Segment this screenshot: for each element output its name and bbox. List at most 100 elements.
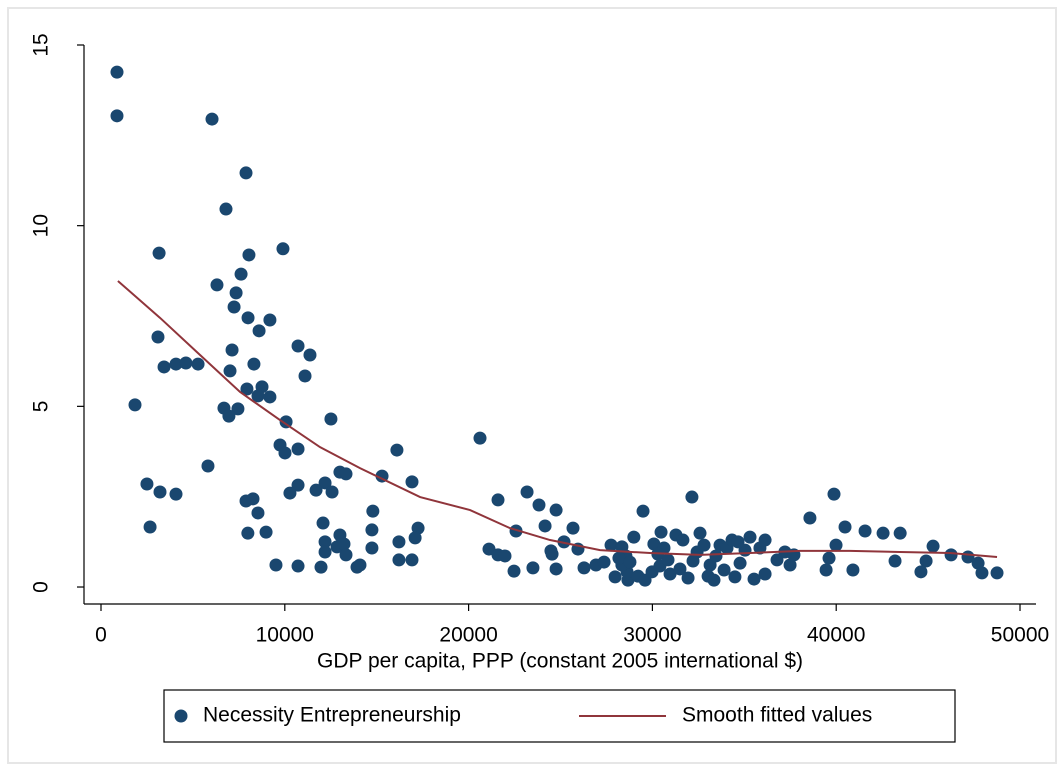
legend bbox=[163, 689, 956, 743]
scatter-point bbox=[944, 548, 958, 562]
scatter-point bbox=[411, 521, 425, 535]
scatter-point bbox=[829, 538, 843, 552]
scatter-point bbox=[858, 524, 872, 538]
scatter-point bbox=[507, 564, 521, 578]
scatter-point bbox=[283, 486, 297, 500]
scatter-point bbox=[169, 357, 183, 371]
scatter-point bbox=[604, 538, 618, 552]
scatter-point bbox=[110, 109, 124, 123]
scatter-point bbox=[278, 446, 292, 460]
scatter-point bbox=[827, 487, 841, 501]
scatter-point bbox=[316, 516, 330, 530]
scatter-point bbox=[241, 311, 255, 325]
x-axis-title: GDP per capita, PPP (constant 2005 inter… bbox=[317, 650, 803, 673]
scatter-point bbox=[140, 477, 154, 491]
scatter-point bbox=[392, 553, 406, 567]
scatter-point bbox=[405, 475, 419, 489]
scatter-point bbox=[731, 535, 745, 549]
scatter-point bbox=[201, 459, 215, 473]
scatter-point bbox=[661, 553, 675, 567]
scatter-point bbox=[819, 563, 833, 577]
scatter-point bbox=[498, 549, 512, 563]
scatter-point bbox=[747, 572, 761, 586]
scatter-point bbox=[247, 357, 261, 371]
scatter-point bbox=[509, 524, 523, 538]
scatter-point bbox=[339, 548, 353, 562]
scatter-point bbox=[318, 476, 332, 490]
scatter-point bbox=[263, 313, 277, 327]
scatter-point bbox=[663, 567, 677, 581]
scatter-point bbox=[647, 537, 661, 551]
scatter-point bbox=[526, 561, 540, 575]
legend-marker bbox=[174, 709, 188, 723]
scatter-point bbox=[324, 412, 338, 426]
scatter-point bbox=[169, 487, 183, 501]
scatter-point bbox=[846, 563, 860, 577]
scatter-point bbox=[223, 364, 237, 378]
y-tick-label: 5 bbox=[30, 401, 53, 413]
y-tick-label: 10 bbox=[30, 214, 53, 237]
scatter-point bbox=[205, 112, 219, 126]
scatter-point bbox=[365, 523, 379, 537]
scatter-point bbox=[276, 242, 290, 256]
x-tick-label: 30000 bbox=[623, 624, 681, 647]
scatter-point bbox=[337, 537, 351, 551]
scatter-point bbox=[743, 530, 757, 544]
scatter-point bbox=[728, 570, 742, 584]
scatter-point bbox=[365, 541, 379, 555]
scatter-point bbox=[153, 485, 167, 499]
scatter-point bbox=[717, 563, 731, 577]
scatter-point bbox=[627, 530, 641, 544]
y-tick-label: 0 bbox=[30, 581, 53, 593]
scatter-point bbox=[549, 503, 563, 517]
scatter-point bbox=[279, 415, 293, 429]
scatter-point bbox=[191, 357, 205, 371]
scatter-point bbox=[803, 511, 817, 525]
x-tick-label: 10000 bbox=[256, 624, 314, 647]
scatter-point bbox=[251, 389, 265, 403]
scatter-point bbox=[318, 545, 332, 559]
scatter-point bbox=[151, 330, 165, 344]
scatter-point bbox=[473, 431, 487, 445]
scatter-point bbox=[549, 562, 563, 576]
scatter-point bbox=[709, 549, 723, 563]
scatter-point bbox=[291, 339, 305, 353]
scatter-point bbox=[975, 566, 989, 580]
scatter-point bbox=[128, 398, 142, 412]
scatter-point bbox=[390, 443, 404, 457]
scatter-point bbox=[339, 467, 353, 481]
scatter-point bbox=[242, 248, 256, 262]
scatter-point bbox=[314, 560, 328, 574]
legend-label: Smooth fitted values bbox=[682, 704, 872, 727]
scatter-point bbox=[538, 519, 552, 533]
scatter-point bbox=[309, 483, 323, 497]
scatter-point bbox=[241, 526, 255, 540]
scatter-point bbox=[350, 560, 364, 574]
scatter-point bbox=[693, 526, 707, 540]
scatter-point bbox=[222, 409, 236, 423]
scatter-point bbox=[252, 324, 266, 338]
scatter-point bbox=[597, 555, 611, 569]
scatter-point bbox=[990, 566, 1004, 580]
scatter-point bbox=[623, 555, 637, 569]
scatter-point bbox=[971, 556, 985, 570]
scatter-point bbox=[783, 558, 797, 572]
y-tick-label: 15 bbox=[30, 33, 53, 56]
scatter-point bbox=[838, 520, 852, 534]
scatter-point bbox=[697, 538, 711, 552]
scatter-point bbox=[733, 556, 747, 570]
scatter-point bbox=[545, 547, 559, 561]
scatter-point bbox=[246, 492, 260, 506]
scatter-point bbox=[366, 504, 380, 518]
scatter-point bbox=[566, 521, 580, 535]
scatter-point bbox=[152, 246, 166, 260]
scatter-point bbox=[298, 369, 312, 383]
scatter-point bbox=[636, 504, 650, 518]
scatter-point bbox=[758, 533, 772, 547]
scatter-point bbox=[259, 525, 273, 539]
scatter-point bbox=[532, 498, 546, 512]
scatter-point bbox=[239, 166, 253, 180]
scatter-point bbox=[685, 490, 699, 504]
graph-frame bbox=[7, 7, 1057, 764]
